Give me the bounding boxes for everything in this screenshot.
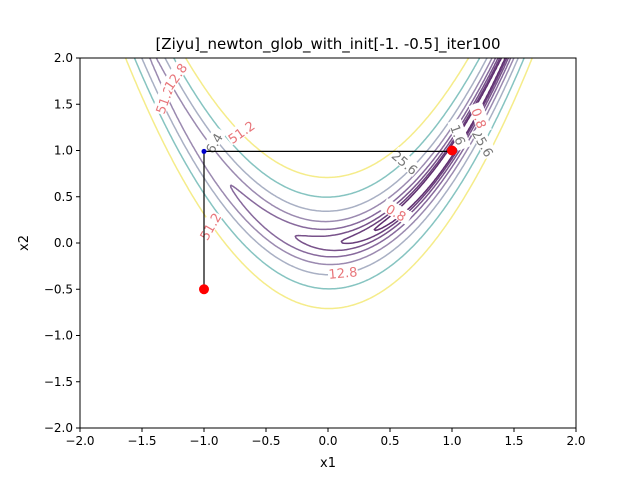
contour-line-51-2	[124, 58, 533, 310]
iterate-point	[199, 284, 209, 295]
marker-layer	[199, 145, 457, 295]
x-tick-label: −1.5	[127, 434, 156, 448]
x-tick-label: 1.5	[504, 434, 523, 448]
y-axis: −2.0 −1.5 −1.0 −0.5 0.0 0.5 1.0 1.5 2.0	[44, 51, 80, 435]
x-axis-label: x1	[320, 456, 336, 471]
contour-line-12-8	[141, 58, 519, 276]
contour-label: 1.6	[446, 117, 471, 151]
y-axis-label: x2	[17, 235, 32, 251]
x-tick-label: 1.0	[442, 434, 461, 448]
y-tick-label: 0.5	[54, 190, 73, 204]
x-tick-label: −1.0	[189, 434, 218, 448]
x-tick-label: 2.0	[566, 434, 585, 448]
y-tick-label: −0.5	[44, 282, 73, 296]
y-tick-label: −2.0	[44, 421, 73, 435]
chart-title: [Ziyu]_newton_glob_with_init[-1. -0.5]_i…	[155, 35, 500, 54]
iterate-point	[201, 148, 207, 154]
y-tick-label: −1.5	[44, 375, 73, 389]
contour-label-text: 0.8	[467, 106, 488, 131]
x-tick-label: 0.5	[380, 434, 399, 448]
contour-label: 12.8	[327, 263, 359, 283]
y-tick-label: 0.0	[54, 236, 73, 250]
x-tick-label: −2.0	[65, 434, 94, 448]
contour-line-6-4	[148, 58, 515, 266]
contour-label-text: 12.8	[162, 61, 191, 93]
x-tick-label: −0.5	[251, 434, 280, 448]
contour-label-text: 12.8	[328, 265, 358, 282]
contour-label-text: 1.6	[446, 123, 467, 148]
contour-label: 0.8	[467, 101, 492, 135]
y-tick-label: 2.0	[54, 51, 73, 65]
x-tick-label: 0.0	[318, 434, 337, 448]
contour-layer	[124, 58, 533, 310]
iterate-point	[447, 145, 457, 156]
contour-label: 0.8	[380, 198, 414, 225]
y-tick-label: 1.0	[54, 144, 73, 158]
y-tick-label: 1.5	[54, 97, 73, 111]
plot-frame	[79, 57, 577, 429]
contour-line-25-6	[133, 58, 525, 290]
x-axis: −2.0 −1.5 −1.0 −0.5 0.0 0.5 1.0 1.5 2.0	[65, 428, 586, 448]
y-tick-label: −1.0	[44, 329, 73, 343]
